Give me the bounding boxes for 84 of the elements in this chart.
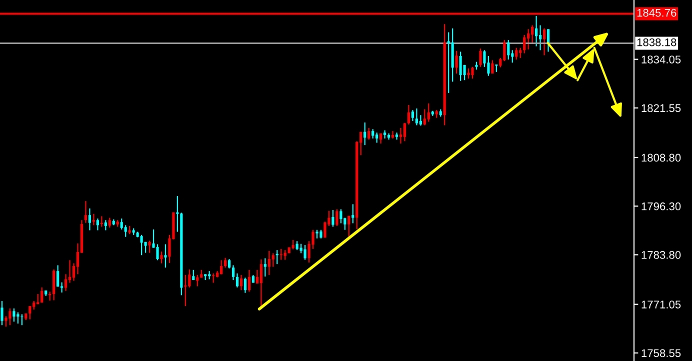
candlestick: [507, 40, 510, 60]
candlestick: [232, 264, 235, 281]
candlestick: [376, 132, 378, 144]
candlestick: [56, 264, 60, 288]
y-tick-label: 1834.05: [642, 56, 681, 64]
candlestick: [268, 250, 270, 276]
candlestick: [531, 24, 534, 44]
candlestick: [228, 258, 231, 269]
candlestick: [471, 66, 474, 80]
candlestick: [300, 243, 302, 254]
candlestick: [340, 208, 342, 224]
candlestick: [28, 306, 32, 320]
candlestick: [479, 48, 482, 68]
candlestick: [352, 204, 354, 224]
candlestick: [491, 60, 494, 74]
candlestick: [427, 102, 430, 122]
candlestick: [64, 274, 68, 292]
candlestick: [188, 268, 191, 288]
candlestick: [272, 252, 274, 268]
candlestick: [415, 108, 418, 126]
candlestick: [515, 47, 518, 60]
candlestick: [248, 269, 251, 292]
candlestick: [104, 220, 107, 231]
y-tick-label: 1808.80: [642, 154, 681, 162]
candlestick: [336, 208, 338, 227]
candlestick: [40, 286, 44, 304]
candlestick: [419, 114, 422, 126]
y-tick-label: 1821.55: [642, 104, 681, 112]
candlestick: [423, 108, 426, 126]
candlestick: [364, 122, 366, 146]
candlestick: [140, 234, 143, 256]
candlestick: [332, 209, 334, 228]
candlestick: [304, 244, 306, 260]
y-tick-label: 1771.05: [642, 300, 681, 308]
candlestick: [284, 250, 286, 260]
y-tick-label: 1758.55: [642, 349, 681, 358]
candlestick: [539, 24, 542, 51]
candlestick: [20, 314, 24, 326]
candlestick: [523, 34, 526, 54]
candlestick: [92, 213, 95, 226]
candlestick: [411, 110, 414, 122]
candlestick: [535, 15, 538, 47]
candlestick: [372, 128, 374, 140]
candlestick: [52, 268, 56, 301]
candlestick: [368, 127, 370, 140]
candlestick: [459, 51, 462, 82]
candlestick: [403, 122, 406, 142]
candlestick: [84, 200, 88, 224]
candlestick: [240, 274, 243, 291]
candlestick: [244, 277, 247, 294]
candlestick: [196, 274, 199, 287]
candlestick: [519, 47, 522, 59]
candlestick: [487, 55, 490, 76]
candlestick: [527, 28, 530, 50]
candlestick: [324, 221, 326, 238]
candlestick: [164, 244, 167, 268]
candlestick: [220, 260, 223, 275]
candlestick: [503, 40, 506, 62]
candlestick: [160, 251, 163, 264]
candlestick: [0, 300, 4, 326]
candlestick: [292, 239, 294, 250]
candlestick: [383, 130, 386, 140]
y-tick-label: 1796.30: [642, 202, 681, 210]
candlestick: [88, 208, 92, 231]
candlestick: [120, 218, 123, 230]
candlestick: [542, 28, 546, 56]
candlestick: [224, 257, 227, 268]
ref-line-label: 1845.76: [637, 8, 676, 17]
candlestick: [399, 127, 402, 144]
candlestick: [8, 308, 12, 326]
candlestick: [447, 32, 450, 94]
candlestick: [455, 50, 458, 74]
candlestick: [407, 104, 410, 126]
candlestick: [236, 272, 239, 288]
candlestick: [12, 308, 16, 322]
candlestick: [108, 217, 111, 228]
candlestick: [156, 244, 159, 261]
candlestick: [148, 240, 151, 254]
ref-line-label: 1838.18: [637, 38, 676, 46]
y-tick-label: 1783.80: [642, 251, 681, 259]
candlestick: [96, 218, 99, 231]
candlestick: [264, 258, 266, 278]
candlestick: [467, 68, 470, 80]
candlestick: [124, 224, 127, 238]
